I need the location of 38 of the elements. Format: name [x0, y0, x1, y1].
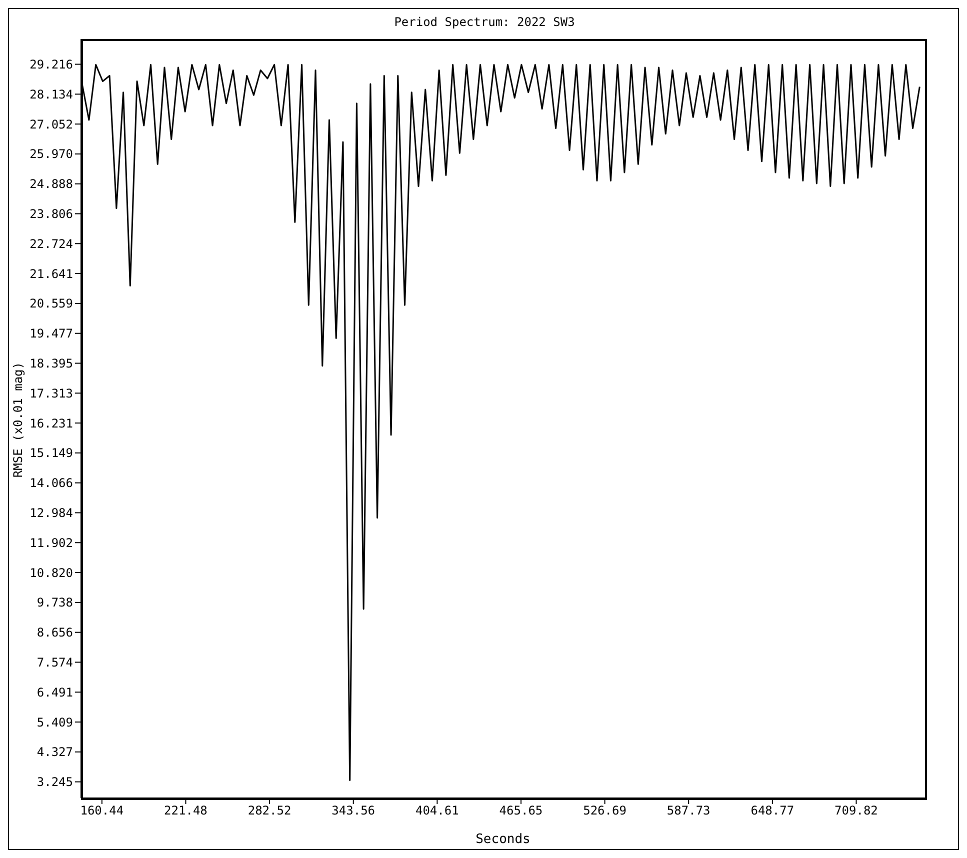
x-tick-label: 343.56: [332, 804, 376, 818]
y-tick-label: 15.149: [30, 446, 73, 460]
y-tick-label: 4.327: [36, 745, 73, 760]
y-tick-label: 10.820: [30, 566, 73, 580]
y-tick-label: 12.984: [30, 506, 73, 520]
x-tick-label: 709.82: [834, 804, 878, 818]
y-tick-label: 11.902: [30, 536, 73, 550]
x-tick-label: 526.69: [583, 804, 626, 818]
y-tick-label: 29.216: [30, 58, 73, 72]
y-tick-label: 3.245: [36, 775, 73, 790]
y-tick-label: 27.052: [30, 117, 73, 132]
y-tick-label: 6.491: [36, 685, 73, 700]
x-tick-label: 404.61: [415, 804, 459, 818]
x-tick-label: 587.73: [666, 804, 710, 818]
y-tick-label: 23.806: [30, 206, 73, 221]
x-axis-title: Seconds: [476, 832, 530, 847]
y-tick-label: 20.559: [30, 296, 73, 311]
y-tick-label: 8.656: [36, 626, 73, 640]
x-tick-label: 648.77: [750, 804, 794, 818]
y-tick-label: 19.477: [30, 326, 73, 341]
y-tick-label: 7.574: [36, 655, 73, 670]
x-tick-label: 282.52: [248, 804, 292, 818]
y-tick-label: 28.134: [30, 87, 73, 102]
y-tick-label: 21.641: [30, 266, 73, 281]
y-tick-label: 17.313: [30, 386, 73, 400]
y-axis-title: RMSE (x0.01 mag): [11, 362, 25, 478]
y-tick-label: 22.724: [30, 236, 73, 251]
y-tick-label: 24.888: [30, 177, 73, 192]
x-tick-label: 221.48: [164, 804, 208, 818]
y-tick-label: 9.738: [36, 596, 73, 610]
x-tick-label: 160.44: [80, 804, 124, 818]
y-tick-label: 25.970: [30, 147, 73, 162]
y-tick-label: 14.066: [30, 476, 73, 490]
x-tick-label: 465.65: [499, 804, 543, 818]
y-tick-label: 18.395: [30, 356, 73, 370]
chart-title: Period Spectrum: 2022 SW3: [393, 15, 576, 29]
y-tick-label: 5.409: [36, 715, 73, 730]
y-tick-label: 16.231: [30, 416, 73, 430]
